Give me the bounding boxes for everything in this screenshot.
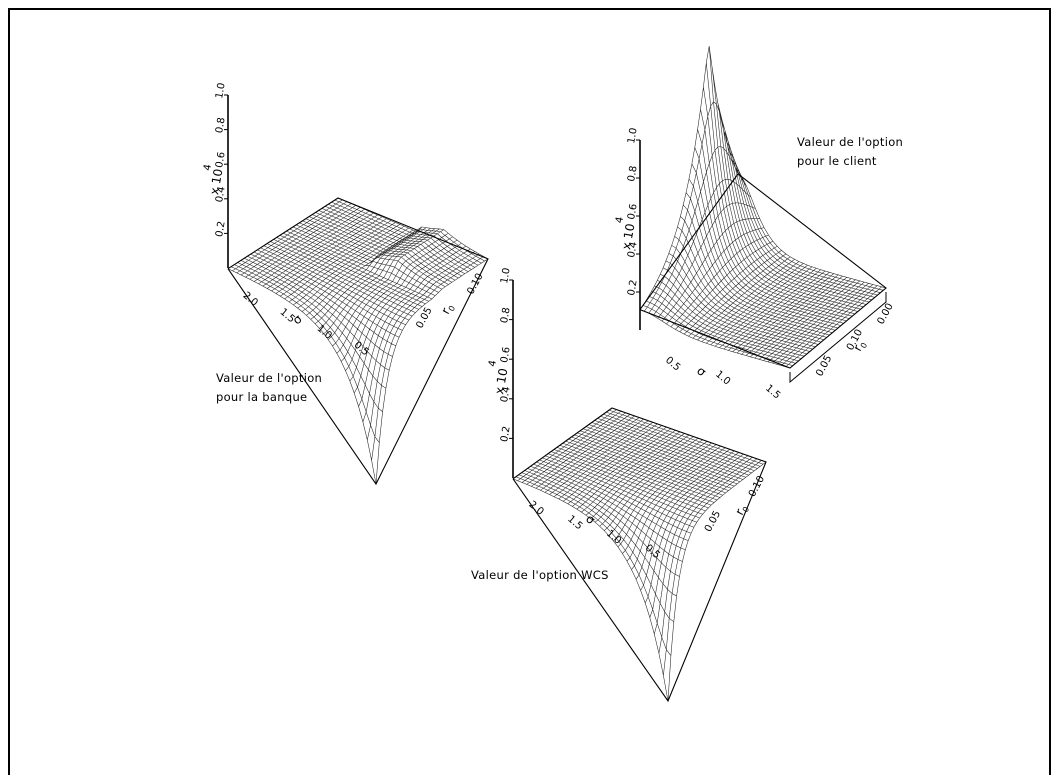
wcs-x-tick-label: 1.5 bbox=[565, 514, 584, 533]
wcs-z-axis-tick-label: 1.0 bbox=[499, 267, 513, 285]
client-y-tick-label: 0.05 bbox=[814, 354, 834, 379]
client-z-axis: 0.2 0.4 0.6 0.8 1.0 x 104 bbox=[614, 127, 641, 330]
client-y-tick-label: 0.00 bbox=[876, 302, 896, 327]
client-caption-line-1: Valeur de l'option bbox=[797, 135, 904, 149]
wcs-x-axis-name: σ bbox=[583, 512, 598, 528]
bank-z-axis-tick-label: 1.0 bbox=[214, 82, 228, 100]
client-x-tick-label: 1.0 bbox=[713, 369, 732, 388]
bank-z-axis-tick-label: 0.8 bbox=[214, 117, 228, 135]
bank-x-tick-label: 2.0 bbox=[241, 290, 260, 309]
client-y-axis-name-sub: 0 bbox=[859, 341, 869, 350]
bank-z-axis-tick-label: 0.4 bbox=[214, 186, 228, 204]
bank-y-axis-name: r0 bbox=[438, 301, 457, 317]
client-z-axis-tick-label: 0.2 bbox=[626, 279, 640, 297]
bank-z-axis-scale: x 10 bbox=[207, 168, 225, 196]
client-option-caption: Valeur de l'option pour le client bbox=[797, 133, 903, 171]
client-surface-outline bbox=[639, 173, 887, 369]
client-x-tick-label: 0.5 bbox=[663, 355, 682, 374]
bank-caption-line-2: pour la banque bbox=[216, 390, 308, 404]
client-z-axis-tick-label: 0.6 bbox=[626, 203, 640, 221]
client-z-axis-tick-label: 1.0 bbox=[626, 127, 640, 145]
wcs-z-axis: 0.2 0.4 0.6 0.8 1.0 x 104 bbox=[487, 267, 514, 478]
client-side-wall bbox=[789, 292, 887, 384]
bank-x-tick-label: 0.5 bbox=[352, 340, 371, 359]
client-surface bbox=[639, 45, 887, 369]
wcs-z-axis-scale-exp: 4 bbox=[487, 359, 499, 367]
bank-z-axis-scale-exp: 4 bbox=[202, 163, 214, 171]
bank-z-axis-tick-label: 0.6 bbox=[214, 151, 228, 169]
bank-surface bbox=[227, 197, 489, 486]
wcs-z-axis-tick-label: 0.4 bbox=[499, 386, 513, 404]
client-caption-line-2: pour le client bbox=[797, 154, 877, 168]
client-x-axis-name: σ bbox=[694, 364, 709, 380]
wcs-z-axis-scale: x 10 bbox=[492, 367, 510, 395]
bank-caption-line-1: Valeur de l'option bbox=[216, 371, 323, 385]
bank-surface-mesh bbox=[227, 197, 489, 485]
bank-surface-outline bbox=[227, 197, 489, 486]
bank-z-axis: 0.2 0.4 0.6 0.8 1.0 x 104 bbox=[202, 82, 229, 268]
client-z-axis-tick-label: 0.8 bbox=[626, 165, 640, 183]
wcs-caption-line-1: Valeur de l'option WCS bbox=[471, 568, 609, 582]
figure-frame bbox=[8, 8, 1051, 775]
wcs-y-tick-label: 0.05 bbox=[703, 509, 723, 534]
wcs-y-axis-name-sub: 0 bbox=[741, 505, 751, 514]
wcs-z-axis-tick-label: 0.6 bbox=[499, 346, 513, 364]
bank-x-axis-name: σ bbox=[290, 311, 305, 327]
wcs-surface bbox=[512, 407, 767, 703]
wcs-y-tick-label: 0.10 bbox=[747, 474, 767, 499]
client-z-axis-scale-exp: 4 bbox=[614, 216, 626, 224]
client-z-axis-scale: x 10 bbox=[619, 223, 637, 251]
bank-y-axis-name-sub: 0 bbox=[447, 304, 457, 313]
wcs-option-caption: Valeur de l'option WCS bbox=[471, 566, 609, 585]
client-x-tick-label: 1.5 bbox=[763, 383, 782, 402]
client-surface-mesh bbox=[639, 45, 887, 369]
wcs-surface-mesh bbox=[512, 407, 767, 702]
client-z-axis-tick-label: 0.4 bbox=[626, 241, 640, 259]
bank-y-tick-label: 0.05 bbox=[414, 306, 434, 331]
wcs-surface-outline bbox=[512, 407, 767, 703]
wcs-z-axis-tick-label: 0.2 bbox=[499, 425, 513, 443]
wcs-z-axis-tick-label: 0.8 bbox=[499, 307, 513, 325]
bank-option-caption: Valeur de l'option pour la banque bbox=[216, 369, 322, 407]
bank-z-axis-tick-label: 0.2 bbox=[214, 220, 228, 238]
bank-y-tick-label: 0.10 bbox=[465, 272, 485, 297]
